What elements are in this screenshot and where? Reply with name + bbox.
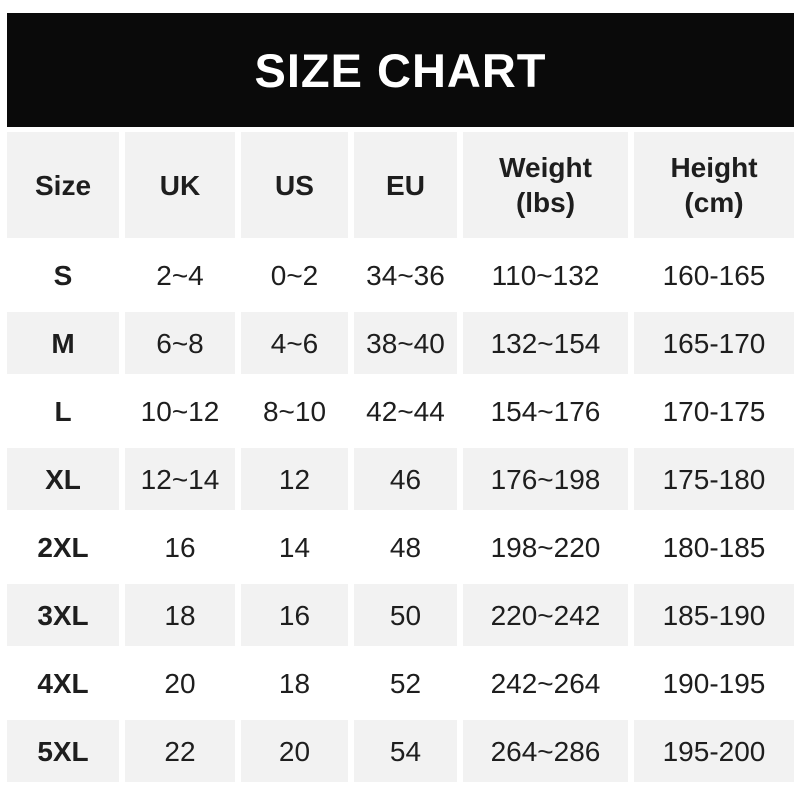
cell-eu: 46 <box>354 448 457 510</box>
cell-height: 185-190 <box>634 584 794 646</box>
cell-eu: 52 <box>389 667 422 699</box>
cell-weight: 198~220 <box>490 531 601 563</box>
cell-size: M <box>7 312 119 374</box>
cell-uk: 6~8 <box>125 312 235 374</box>
cell-eu: 50 <box>354 584 457 646</box>
cell-us: 18 <box>278 667 311 699</box>
cell-uk: 12~14 <box>125 448 235 510</box>
cell-us: 16 <box>241 584 348 646</box>
cell-eu: 54 <box>354 720 457 782</box>
title-banner: SIZE CHART <box>7 13 794 127</box>
cell-height: 160-165 <box>662 259 766 291</box>
table-row-m: M 6~8 4~6 38~40 132~154 165-170 <box>7 312 794 374</box>
table-row-l: L 10~12 8~10 42~44 154~176 170-175 <box>7 380 794 442</box>
cell-us: 8~10 <box>262 395 327 427</box>
cell-weight: 132~154 <box>463 312 628 374</box>
cell-uk: 18 <box>125 584 235 646</box>
cell-height: 195-200 <box>634 720 794 782</box>
cell-weight: 110~132 <box>491 259 600 291</box>
cell-eu: 48 <box>389 531 422 563</box>
cell-size: S <box>53 259 73 291</box>
cell-us: 14 <box>278 531 311 563</box>
table-row-4xl: 4XL 20 18 52 242~264 190-195 <box>7 652 794 714</box>
column-header-height: Height (cm) <box>634 132 794 238</box>
cell-us: 4~6 <box>241 312 348 374</box>
cell-height: 170-175 <box>662 395 766 427</box>
cell-size: 4XL <box>37 667 89 699</box>
cell-size: L <box>54 395 72 427</box>
cell-uk: 20 <box>164 667 196 699</box>
column-header-us: US <box>241 132 348 238</box>
cell-weight: 154~176 <box>490 395 601 427</box>
cell-us: 20 <box>241 720 348 782</box>
cell-eu: 42~44 <box>366 395 445 427</box>
cell-uk: 16 <box>164 531 196 563</box>
cell-uk: 2~4 <box>156 259 204 291</box>
table-row-s: S 2~4 0~2 34~36 110~132 160-165 <box>7 244 794 306</box>
header-row: Size UK US EU Weight (lbs) Height (cm) <box>7 132 794 238</box>
cell-us: 12 <box>241 448 348 510</box>
table-row-3xl: 3XL 18 16 50 220~242 185-190 <box>7 584 794 646</box>
cell-size: XL <box>7 448 119 510</box>
cell-height: 180-185 <box>662 531 766 563</box>
cell-weight: 242~264 <box>490 667 601 699</box>
cell-height: 190-195 <box>662 667 766 699</box>
cell-weight: 264~286 <box>463 720 628 782</box>
table-row-5xl: 5XL 22 20 54 264~286 195-200 <box>7 720 794 782</box>
size-table: Size UK US EU Weight (lbs) Height (cm) S… <box>7 132 794 788</box>
column-header-weight: Weight (lbs) <box>463 132 628 238</box>
cell-uk: 22 <box>125 720 235 782</box>
cell-uk: 10~12 <box>140 395 220 427</box>
cell-us: 0~2 <box>270 259 319 291</box>
column-header-size: Size <box>7 132 119 238</box>
table-row-2xl: 2XL 16 14 48 198~220 180-185 <box>7 516 794 578</box>
cell-size: 5XL <box>7 720 119 782</box>
column-header-uk: UK <box>125 132 235 238</box>
cell-eu: 34~36 <box>366 259 445 291</box>
cell-weight: 176~198 <box>463 448 628 510</box>
cell-height: 165-170 <box>634 312 794 374</box>
cell-eu: 38~40 <box>354 312 457 374</box>
column-header-eu: EU <box>354 132 457 238</box>
cell-height: 175-180 <box>634 448 794 510</box>
cell-size: 3XL <box>7 584 119 646</box>
cell-size: 2XL <box>37 531 89 563</box>
cell-weight: 220~242 <box>463 584 628 646</box>
page-title: SIZE CHART <box>254 43 547 97</box>
table-row-xl: XL 12~14 12 46 176~198 175-180 <box>7 448 794 510</box>
